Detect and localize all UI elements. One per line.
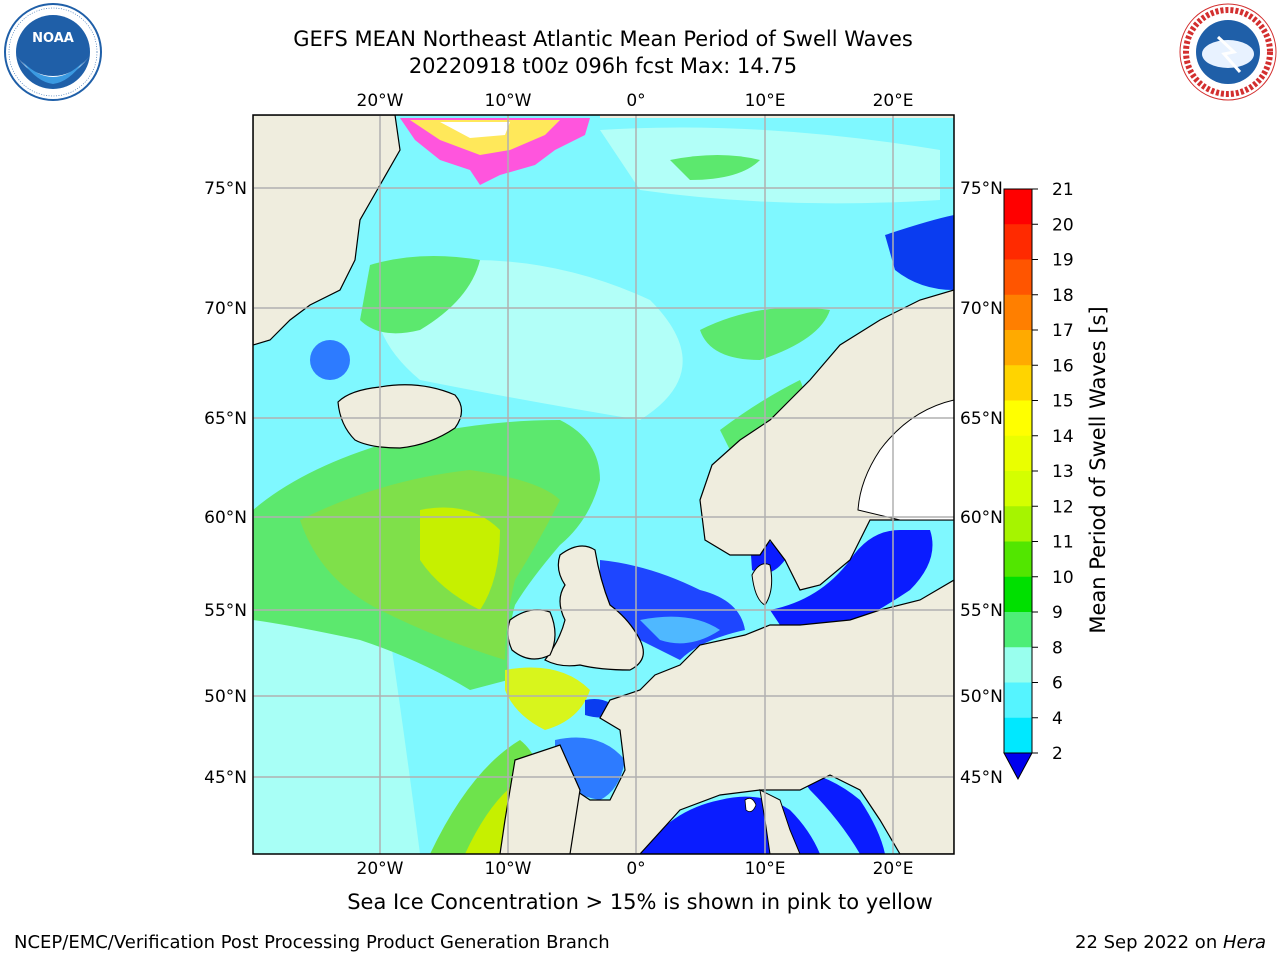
colorbar-tick-label: 9 [1052, 603, 1063, 623]
map-plot-area [253, 115, 954, 854]
colorbar-tick-label: 17 [1052, 321, 1074, 341]
colorbar-tick-label: 18 [1052, 286, 1074, 306]
lon-label-bottom: 10°W [485, 859, 532, 879]
colorbar: 21 20 19 18 17 16 15 14 13 12 11 10 9 8 6 4 2 [1003, 180, 1074, 781]
lat-label-right: 75°N [960, 179, 1003, 199]
lon-label-bottom: 20°W [357, 859, 404, 879]
lat-label-right: 60°N [960, 508, 1003, 528]
colorbar-tick-label: 8 [1052, 638, 1063, 658]
colorbar-segment [1004, 717, 1032, 754]
colorbar-tick-label: 6 [1052, 674, 1063, 694]
colorbar-segment [1004, 576, 1032, 613]
colorbar-segment [1004, 435, 1032, 472]
nws-logo [1179, 3, 1277, 101]
footer-credit: NCEP/EMC/Verification Post Processing Pr… [14, 932, 610, 953]
colorbar-tick-label: 16 [1052, 356, 1074, 376]
lat-label-left: 65°N [204, 409, 247, 429]
colorbar-tick-label: 14 [1052, 427, 1074, 447]
colorbar-tick-label: 21 [1052, 180, 1074, 200]
colorbar-segment [1004, 330, 1032, 366]
colorbar-tick-label: 20 [1052, 215, 1074, 235]
map-title: GEFS MEAN Northeast Atlantic Mean Period… [293, 27, 913, 51]
lon-label-bottom: 0° [626, 859, 645, 879]
colorbar-tick-label: 13 [1052, 462, 1074, 482]
colorbar-segment [1004, 647, 1032, 683]
lon-label-top: 10°W [485, 91, 532, 111]
lat-label-left: 45°N [204, 768, 247, 788]
colorbar-tick-label: 19 [1052, 251, 1074, 271]
footer-date: 22 Sep 2022 on Hera [1075, 932, 1266, 953]
lon-label-top: 20°W [357, 91, 404, 111]
colorbar-under-arrow [1003, 752, 1033, 781]
noaa-logo: NOAA [4, 3, 102, 101]
colorbar-segment [1004, 224, 1032, 260]
colorbar-segment [1004, 612, 1032, 648]
lat-label-left: 70°N [204, 299, 247, 319]
lat-label-right: 55°N [960, 601, 1003, 621]
map-subtitle: 20220918 t00z 096h fcst Max: 14.75 [408, 54, 798, 78]
svg-text:NOAA: NOAA [32, 31, 74, 46]
lon-label-top: 10°E [745, 91, 786, 111]
colorbar-tick-label: 11 [1052, 533, 1074, 553]
colorbar-tick-label: 12 [1052, 497, 1074, 517]
colorbar-segment [1004, 259, 1032, 296]
lat-label-left: 55°N [204, 601, 247, 621]
lon-label-bottom: 20°E [873, 859, 914, 879]
colorbar-segment [1004, 189, 1032, 225]
sea-ice-caption: Sea Ice Concentration > 15% is shown in … [347, 890, 933, 914]
colorbar-segment [1004, 365, 1032, 401]
colorbar-tick-label: 10 [1052, 568, 1074, 588]
colorbar-tick-label: 2 [1052, 744, 1063, 764]
colorbar-segment [1004, 400, 1032, 437]
colorbar-segment [1004, 541, 1032, 578]
colorbar-segment [1004, 471, 1032, 507]
lat-label-right: 70°N [960, 299, 1003, 319]
colorbar-tick-label: 4 [1052, 709, 1063, 729]
lon-label-bottom: 10°E [745, 859, 786, 879]
colorbar-tick-label: 15 [1052, 392, 1074, 412]
colorbar-segment [1004, 682, 1032, 719]
lon-label-top: 0° [626, 91, 645, 111]
footer-host: Hera [1222, 932, 1266, 953]
lat-label-left: 60°N [204, 508, 247, 528]
colorbar-segment [1004, 506, 1032, 542]
lat-label-left: 75°N [204, 179, 247, 199]
colorbar-label: Mean Period of Swell Waves [s] [1086, 306, 1110, 633]
lat-label-left: 50°N [204, 687, 247, 707]
lat-label-right: 65°N [960, 409, 1003, 429]
lat-label-right: 45°N [960, 768, 1003, 788]
lat-label-right: 50°N [960, 687, 1003, 707]
lon-label-top: 20°E [873, 91, 914, 111]
colorbar-segment [1004, 294, 1032, 331]
